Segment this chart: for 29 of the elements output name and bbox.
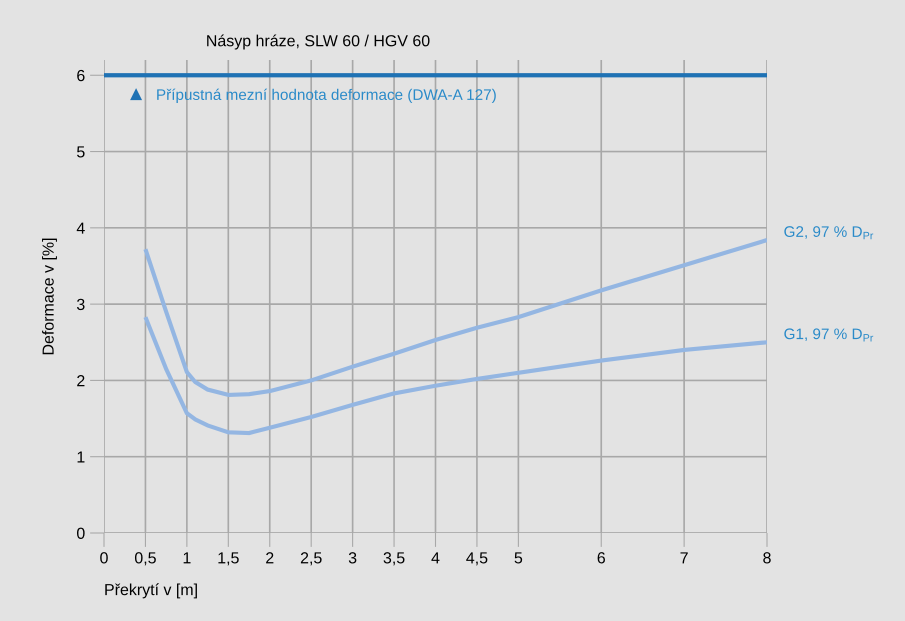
x-tick-label: 6 (598, 552, 605, 564)
x-tick-label: 2,5 (300, 552, 322, 566)
line-series (143, 238, 767, 397)
x-tick-label: 0,5 (134, 552, 156, 566)
chart-title: Násyp hráze, SLW 60 / HGV 60 (207, 34, 430, 50)
series-label: G2, 97 % D$_{Pr}$ (784, 226, 874, 240)
x-tick-label: 2 (266, 552, 274, 564)
x-axis-title: Překrytí v [m] (105, 583, 197, 598)
y-tick-label: 2 (77, 375, 84, 386)
y-tick-label: 0 (76, 528, 85, 539)
line-series (143, 315, 767, 436)
x-tick-label: 1,5 (218, 552, 239, 566)
x-tick-label: 0 (100, 552, 108, 564)
y-tick-label: 1 (78, 452, 84, 462)
x-tick-label: 5 (514, 552, 522, 564)
legend-label: Přípustná mezní hodnota deformace (DWA-A 127) (157, 88, 496, 104)
x-tick-label: 3,5 (384, 552, 404, 566)
x-tick-label: 4,5 (466, 552, 488, 566)
x-tick-label: 3 (348, 552, 356, 564)
x-tick-label: 4 (431, 552, 440, 564)
x-tick-label: 8 (763, 552, 771, 564)
y-tick-label: 6 (77, 70, 85, 82)
y-tick-label: 4 (76, 222, 85, 234)
x-tick-label: 1 (184, 552, 191, 564)
y-tick-label: 5 (77, 146, 85, 158)
series-label: G1, 97 % D$_{Pr}$ (784, 328, 874, 342)
x-tick-label: 7 (680, 552, 688, 564)
y-tick-label: 3 (76, 298, 85, 310)
y-axis-title: Deformace v [%] (42, 238, 57, 354)
